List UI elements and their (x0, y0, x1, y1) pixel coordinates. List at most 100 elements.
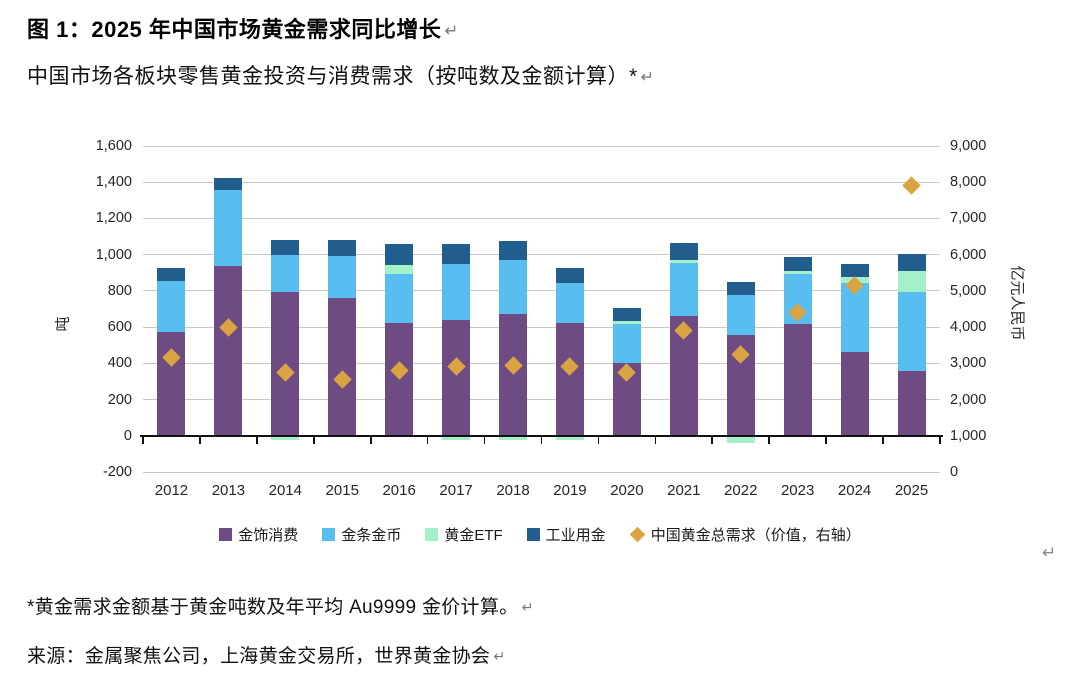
bar-segment-gold-etf (555, 435, 584, 440)
bar-segment-jewelry (157, 331, 186, 436)
bar-segment-gold-etf (385, 264, 414, 274)
legend-item-bar-coin: 金条金币 (322, 524, 401, 545)
chart-plot-area (140, 145, 943, 473)
legend-label-jewelry: 金饰消费 (238, 527, 299, 544)
right-axis-tick-label: 4,000 (950, 319, 987, 336)
figure-source-text: 来源：金属聚焦公司，上海黄金交易所，世界黄金协会 (27, 646, 491, 667)
x-axis-tick (142, 435, 144, 444)
x-axis-tick (540, 435, 543, 444)
legend-swatch-industrial (526, 528, 540, 541)
bar-segment-jewelry (328, 298, 357, 436)
gridline (143, 362, 940, 364)
bar-segment-industrial (726, 281, 755, 295)
x-axis-tick (939, 435, 941, 444)
figure-source: 来源：金属聚焦公司，上海黄金交易所，世界黄金协会 ↵ (27, 641, 505, 668)
x-axis-tick (882, 435, 884, 444)
bar-segment-jewelry (555, 322, 584, 436)
x-axis-tick (199, 435, 201, 444)
bar-segment-industrial (442, 243, 471, 264)
legend-item-jewelry: 金饰消费 (219, 524, 298, 545)
total-demand-marker (902, 176, 921, 196)
bar-segment-industrial (555, 268, 584, 283)
legend-swatch-bar-coin (322, 528, 336, 541)
x-axis-tick (597, 435, 600, 444)
x-axis-tick (825, 435, 827, 444)
bar-segment-bar-coin (157, 280, 186, 332)
legend-label-bar-coin: 金条金币 (341, 527, 402, 544)
bar-segment-industrial (783, 257, 812, 271)
legend-label-gold-etf: 黄金ETF (444, 527, 503, 544)
legend-label-total-demand: 中国黄金总需求（价值，右轴） (650, 527, 861, 544)
bar-segment-industrial (897, 253, 926, 271)
x-axis-label: 2024 (837, 482, 872, 499)
x-axis-label: 2014 (268, 482, 302, 499)
left-axis-tick-label: 1,600 (95, 138, 132, 154)
x-axis-label: 2017 (439, 482, 473, 499)
right-axis-ticks: 9,000 8,000 7,000 6,000 5,000 4,000 3,000 2,000… (950, 138, 1010, 480)
bar-segment-gold-etf (442, 435, 471, 440)
bar-segment-gold-etf (897, 270, 926, 292)
x-axis-label: 2016 (382, 482, 416, 499)
left-axis-tick-label: 1,400 (95, 174, 132, 191)
bar-segment-gold-etf (499, 435, 528, 440)
x-axis-tick (256, 435, 258, 444)
gridline (143, 217, 940, 219)
bar-segment-jewelry (442, 319, 471, 436)
bar-segment-jewelry (897, 371, 926, 436)
right-axis-tick-label: 2,000 (950, 391, 987, 408)
right-axis-tick-label: 5,000 (950, 282, 987, 299)
bar-segment-bar-coin (726, 294, 755, 336)
figure-subtitle-text: 中国市场各板块零售黄金投资与消费需求（按吨数及金额计算）* (27, 65, 638, 88)
left-axis-tick-label: 1,000 (95, 246, 132, 263)
left-axis-title-text: 吨 (54, 316, 72, 332)
x-axis-labels: 2012 2013 2014 2015 2016 2017 2018 2019 2020 2021… (143, 482, 940, 502)
gridline (143, 181, 940, 183)
chart-legend: 金饰消费 金条金币 黄金ETF 工业用金 中国黄金总需求（价值，右轴） (0, 524, 1080, 545)
bar-segment-gold-etf (783, 270, 812, 274)
bar-segment-industrial (840, 263, 869, 278)
left-axis-ticks: 1,600 1,400 1,200 1,000 800 600 400 200 0 -200 (38, 138, 132, 480)
bar-segment-gold-etf (669, 259, 698, 263)
bar-segment-bar-coin (555, 282, 584, 323)
right-axis-tick-label: 9,000 (950, 138, 987, 154)
bar-segment-bar-coin (214, 190, 243, 267)
x-axis-tick (483, 435, 486, 444)
bar-segment-industrial (669, 243, 698, 260)
figure-title-text: 图 1：2025 年中国市场黄金需求同比增长 (27, 17, 442, 42)
bar-segment-jewelry (840, 351, 869, 436)
legend-swatch-gold-etf (425, 528, 439, 541)
right-axis-title-text: 亿元人民币 (1008, 265, 1026, 341)
left-axis-tick-label: 200 (107, 391, 132, 408)
x-axis-tick (369, 435, 372, 444)
bar-segment-jewelry (783, 324, 812, 436)
x-axis-label: 2019 (553, 482, 587, 499)
right-axis-tick-label: 3,000 (950, 355, 987, 372)
figure-footnote: *黄金需求金额基于黄金吨数及年平均 Au9999 金价计算。 ↵ (27, 592, 534, 619)
x-axis-label: 2022 (724, 482, 758, 499)
gridline (143, 326, 940, 328)
bar-segment-gold-etf (726, 435, 755, 443)
figure-subtitle: 中国市场各板块零售黄金投资与消费需求（按吨数及金额计算）* ↵ (27, 60, 654, 90)
bar-segment-industrial (328, 240, 357, 256)
legend-item-total-demand: 中国黄金总需求（价值，右轴） (629, 524, 861, 545)
bar-segment-bar-coin (669, 262, 698, 317)
return-mark-icon: ↵ (493, 649, 506, 665)
x-axis-label: 2020 (610, 482, 644, 499)
bar-segment-industrial (612, 308, 641, 321)
legend-item-gold-etf: 黄金ETF (425, 524, 503, 545)
bar-segment-bar-coin (328, 255, 357, 299)
x-axis-label: 2021 (667, 482, 701, 499)
bar-segment-industrial (271, 240, 300, 255)
bar-segment-industrial (499, 241, 528, 261)
bar-segment-industrial (214, 177, 243, 191)
return-mark-icon: ↵ (444, 22, 459, 40)
left-axis-tick-label: 400 (107, 355, 132, 372)
x-axis-tick (312, 435, 315, 444)
legend-item-industrial: 工业用金 (526, 524, 606, 545)
figure-title: 图 1：2025 年中国市场黄金需求同比增长 ↵ (27, 12, 459, 44)
x-axis-label: 2015 (325, 482, 359, 499)
x-axis-label: 2025 (894, 482, 929, 499)
right-axis-tick-label: 6,000 (950, 246, 987, 263)
gridline (143, 399, 940, 401)
bar-segment-gold-etf (271, 435, 300, 440)
